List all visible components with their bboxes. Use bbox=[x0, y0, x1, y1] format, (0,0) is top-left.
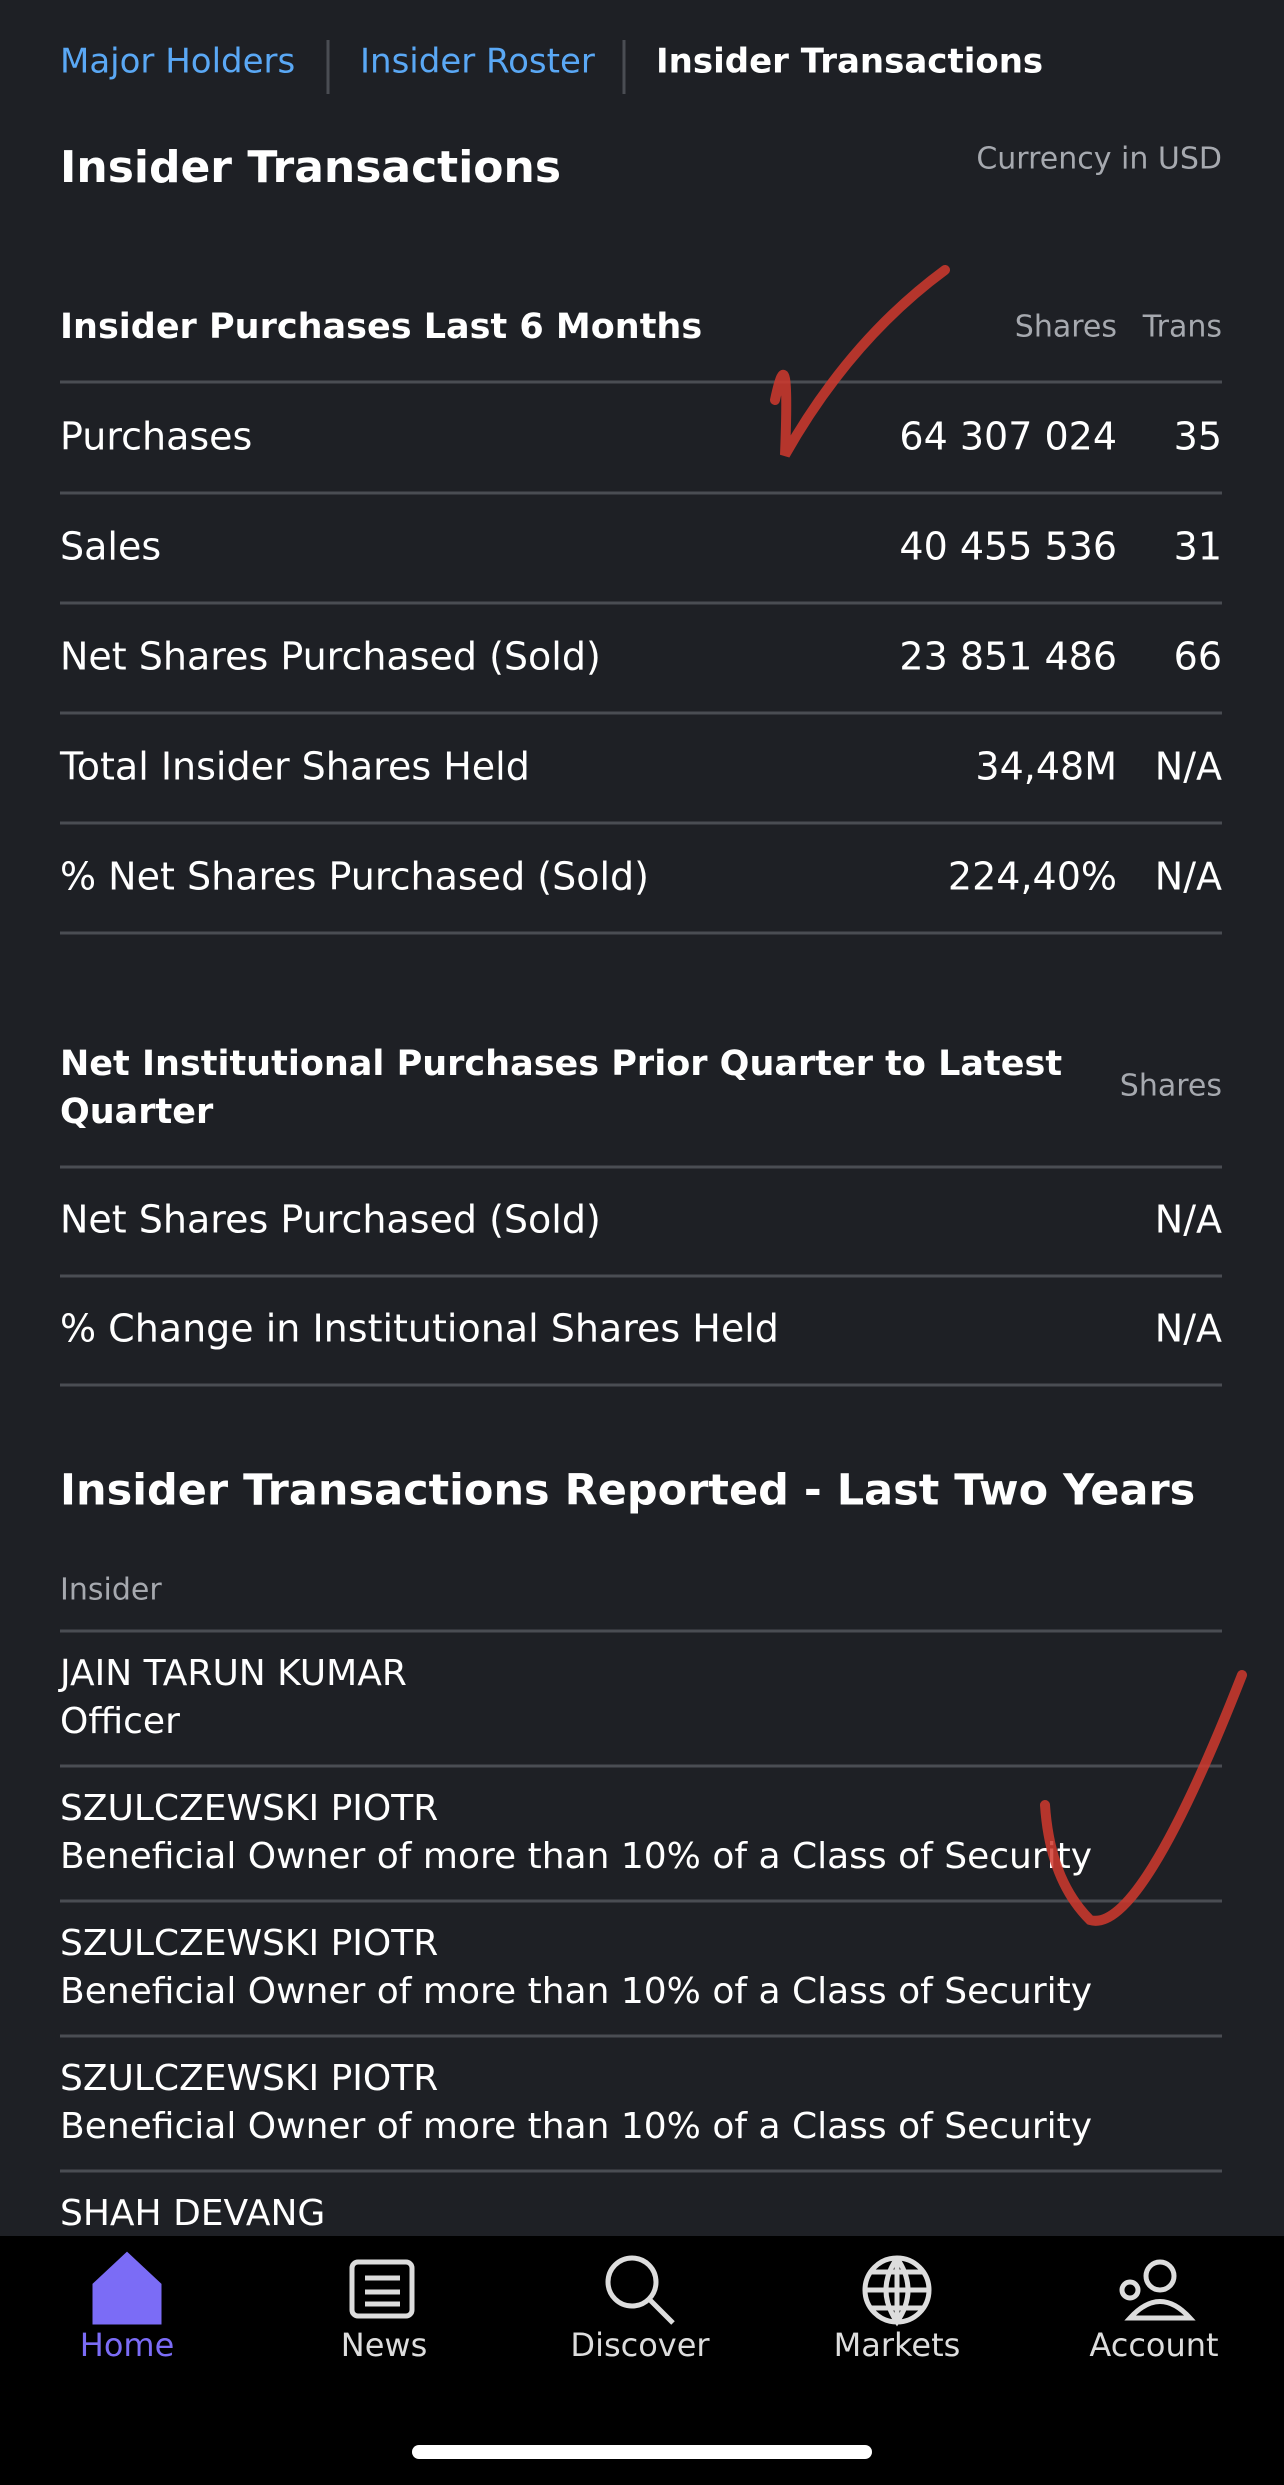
row-value: N/A bbox=[1155, 1198, 1222, 1242]
row-label: Total Insider Shares Held bbox=[59, 745, 530, 789]
shares-value: 40 455 536 bbox=[899, 525, 1117, 569]
insider-name[interactable]: SHAH DEVANG bbox=[60, 2193, 325, 2234]
insider-name[interactable]: SZULCZEWSKI PIOTR bbox=[60, 1788, 438, 1829]
markets-icon-lines bbox=[865, 2256, 929, 2327]
nav-icons bbox=[92, 2251, 1196, 2327]
section-title: Insider Transactions Reported - Last Two… bbox=[60, 1466, 1195, 1516]
content: Major Holders Insider Roster Insider Trans… bbox=[58, 42, 1222, 2234]
currency-note: Currency in USD bbox=[976, 142, 1222, 177]
tab[interactable]: Insider Transactions bbox=[656, 42, 1043, 82]
insider-name[interactable]: JAIN TARUN KUMAR bbox=[58, 1653, 407, 1694]
discover-icon[interactable] bbox=[605, 2255, 659, 2309]
bottom-nav bbox=[0, 2236, 1284, 2485]
trans-value: 35 bbox=[1174, 415, 1222, 459]
row-label: Net Shares Purchased (Sold) bbox=[60, 1198, 601, 1242]
news-icon[interactable] bbox=[349, 2259, 415, 2319]
trans-value: N/A bbox=[1155, 745, 1222, 789]
row-label: Sales bbox=[60, 525, 161, 569]
column-header: Shares bbox=[1015, 310, 1117, 345]
column-header: Shares bbox=[1120, 1069, 1222, 1104]
section-header: Net Institutional Purchases Prior Quarte… bbox=[60, 1044, 1062, 1084]
row-label: Purchases bbox=[60, 415, 252, 459]
trans-value: N/A bbox=[1155, 855, 1222, 899]
account-icon-gear bbox=[1119, 2279, 1141, 2301]
home-icon[interactable] bbox=[92, 2251, 162, 2325]
insider-name[interactable]: SZULCZEWSKI PIOTR bbox=[60, 2058, 438, 2099]
column-header: Insider bbox=[60, 1573, 162, 1608]
insider-role: Beneficial Owner of more than 10% of a C… bbox=[60, 2106, 1092, 2147]
account-icon-body bbox=[1124, 2299, 1196, 2321]
tab[interactable]: Major Holders bbox=[60, 42, 295, 82]
row-label: % Change in Institutional Shares Held bbox=[60, 1307, 779, 1351]
shares-value: 34,48M bbox=[975, 745, 1117, 789]
insider-role: Beneficial Owner of more than 10% of a C… bbox=[60, 1836, 1092, 1877]
insider-role: Officer bbox=[60, 1701, 180, 1742]
news-icon-lines bbox=[365, 2275, 400, 2307]
account-icon[interactable] bbox=[1143, 2259, 1177, 2293]
nav-label[interactable]: News bbox=[341, 2326, 427, 2364]
nav-label[interactable]: Markets bbox=[834, 2326, 961, 2364]
insider-role: Beneficial Owner of more than 10% of a C… bbox=[60, 1971, 1092, 2012]
insider-name[interactable]: SZULCZEWSKI PIOTR bbox=[60, 1923, 438, 1964]
page-title: Insider Transactions bbox=[60, 142, 561, 193]
annotation-check bbox=[770, 265, 950, 458]
row-label: Net Shares Purchased (Sold) bbox=[60, 635, 601, 679]
row-value: N/A bbox=[1155, 1307, 1222, 1351]
trans-value: 66 bbox=[1174, 635, 1222, 679]
shares-value: 23 851 486 bbox=[899, 635, 1117, 679]
nav-label[interactable]: Home bbox=[80, 2326, 175, 2364]
section-header: Insider Purchases Last 6 Months bbox=[60, 307, 702, 347]
shares-value: 64 307 024 bbox=[899, 415, 1117, 459]
home-indicator bbox=[412, 2445, 872, 2459]
annotation-check bbox=[1040, 1670, 1247, 1926]
nav-label[interactable]: Account bbox=[1089, 2326, 1218, 2364]
shares-value: 224,40% bbox=[948, 855, 1117, 899]
tab[interactable]: Insider Roster bbox=[360, 42, 595, 82]
nav-label[interactable]: Discover bbox=[570, 2326, 710, 2364]
discover-icon-handle bbox=[648, 2298, 675, 2325]
column-header: Trans bbox=[1142, 310, 1222, 345]
section-header: Quarter bbox=[60, 1092, 214, 1132]
trans-value: 31 bbox=[1174, 525, 1222, 569]
row-label: % Net Shares Purchased (Sold) bbox=[60, 855, 649, 899]
